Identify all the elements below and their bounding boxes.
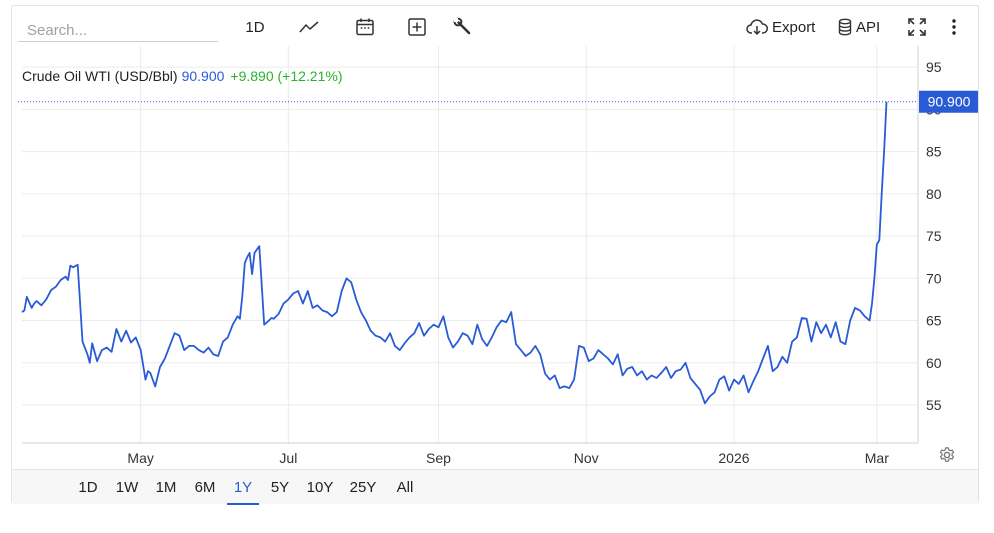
search-input[interactable] — [18, 16, 218, 42]
y-tick-label: 80 — [926, 186, 942, 202]
range-selector: 1D 1W 1M 6M 1Y 5Y 10Y 25Y All — [12, 469, 978, 505]
instrument-name: Crude Oil WTI (USD/Bbl) — [22, 68, 178, 84]
kebab-menu-icon — [952, 19, 956, 35]
x-tick-label: 2026 — [718, 450, 749, 466]
y-tick-label: 70 — [926, 270, 942, 286]
range-button-all[interactable]: All — [396, 479, 414, 496]
range-button-1y[interactable]: 1Y — [227, 479, 259, 505]
chart-grid — [22, 46, 918, 443]
api-label: API — [856, 18, 881, 36]
more-options-button[interactable] — [944, 15, 964, 39]
last-price: 90.900 — [181, 68, 225, 84]
chart-toolbar: 1D — [12, 6, 978, 46]
database-icon — [838, 18, 852, 36]
tools-button[interactable] — [450, 15, 476, 39]
add-indicator-button[interactable] — [404, 15, 430, 39]
y-tick-label: 55 — [926, 397, 942, 413]
calendar-icon — [356, 18, 374, 36]
range-button-5y[interactable]: 5Y — [270, 479, 290, 496]
price-chart[interactable]: 556065707580859095MayJulSepNov2026Mar90.… — [12, 6, 978, 469]
range-button-1m[interactable]: 1M — [155, 479, 177, 496]
export-button[interactable]: Export — [746, 15, 815, 39]
last-price-tag-label: 90.900 — [928, 94, 971, 110]
y-tick-label: 65 — [926, 313, 942, 329]
fullscreen-button[interactable] — [906, 15, 928, 39]
range-button-1d[interactable]: 1D — [78, 479, 98, 496]
interval-button[interactable]: 1D — [238, 15, 272, 39]
x-tick-label: Jul — [279, 450, 297, 466]
x-tick-label: May — [127, 450, 153, 466]
export-label: Export — [772, 18, 816, 36]
y-tick-label: 75 — [926, 228, 942, 244]
plus-square-icon — [408, 18, 426, 36]
range-button-1w[interactable]: 1W — [115, 479, 139, 496]
range-button-25y[interactable]: 25Y — [349, 479, 377, 496]
range-button-10y[interactable]: 10Y — [306, 479, 334, 496]
wrench-icon — [453, 17, 471, 35]
x-tick-label: Sep — [426, 450, 451, 466]
chart-legend: Crude Oil WTI (USD/Bbl) 90.900 +9.890 (+12… — [22, 68, 343, 84]
chart-widget: 1D — [11, 5, 979, 505]
settings-gear-icon[interactable] — [938, 446, 956, 464]
y-tick-label: 95 — [926, 59, 942, 75]
x-tick-label: Nov — [574, 450, 599, 466]
cloud-download-icon — [746, 19, 768, 36]
chart-axes — [22, 46, 919, 444]
interval-label: 1D — [245, 18, 265, 36]
expand-icon — [908, 18, 926, 36]
y-tick-label: 85 — [926, 144, 942, 160]
x-tick-label: Mar — [865, 450, 889, 466]
range-button-6m[interactable]: 6M — [194, 479, 216, 496]
chart-series — [18, 101, 918, 405]
chart-labels: 556065707580859095MayJulSepNov2026Mar90.… — [127, 59, 978, 466]
price-series-line — [21, 101, 888, 405]
y-tick-label: 60 — [926, 355, 942, 371]
date-range-button[interactable] — [352, 15, 378, 39]
last-price-tag — [919, 90, 978, 113]
chart-type-button[interactable] — [296, 15, 322, 39]
line-chart-icon — [299, 21, 319, 33]
api-button[interactable]: API — [838, 15, 880, 39]
price-change: +9.890 (+12.21%) — [230, 68, 343, 84]
